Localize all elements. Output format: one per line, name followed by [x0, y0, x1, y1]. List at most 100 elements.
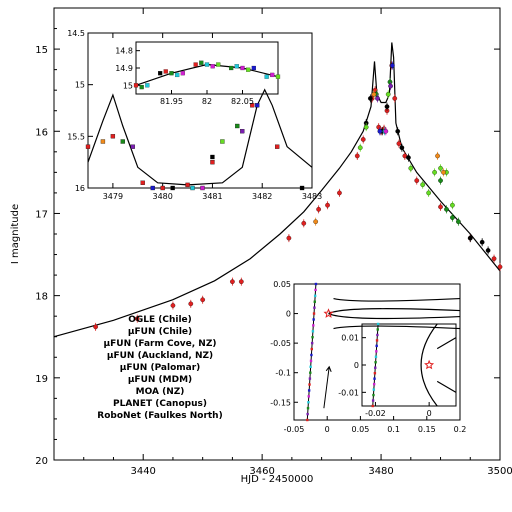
data-point: [200, 297, 206, 303]
lens-star: [323, 308, 334, 318]
data-point: [450, 215, 455, 220]
trajectory-point: [313, 306, 316, 309]
peak-y-tick-label: 15: [123, 81, 133, 90]
data-point: [375, 96, 380, 101]
inset-zoom-panel: 3479 3480 3481 3482 3483 14.5 15 15.5 16: [67, 29, 322, 201]
inset-point: [299, 185, 305, 191]
peak-point: [175, 72, 180, 78]
data-point: [414, 178, 420, 183]
trajectory-point: [308, 383, 311, 386]
legend-entry: μFUN (Palomar): [120, 363, 201, 373]
peak-x-tick-label: 81.95: [160, 97, 183, 106]
caustic-x-tick-label: -0.05: [284, 425, 305, 434]
legend-entry: PLANET (Canopus): [113, 399, 207, 409]
inset-point: [110, 134, 116, 139]
caustic-x-tick-label: 0.15: [418, 425, 436, 434]
peak-point: [216, 62, 221, 67]
data-point: [406, 155, 411, 160]
data-point: [316, 206, 321, 212]
caustic-zoom-y-tick-label: 0: [354, 361, 359, 370]
peak-point: [251, 65, 256, 71]
zoom-trajectory-point: [374, 355, 378, 358]
data-point: [438, 165, 443, 171]
caustic-outer-lower: [333, 325, 461, 330]
caustic-y-tick-label: -0.05: [270, 339, 291, 348]
trajectory-point: [309, 365, 312, 368]
zoom-trajectory-point: [372, 393, 375, 397]
peak-model-curve: [135, 63, 279, 86]
legend-entry: RoboNet (Faulkes North): [97, 411, 222, 421]
inset-point: [210, 154, 215, 160]
data-point: [450, 202, 455, 208]
caustic-zoom-x-tick-label: 0: [427, 409, 432, 418]
data-point: [230, 279, 235, 285]
inset-y-tick-label: 15: [75, 81, 85, 90]
inset-point: [85, 144, 91, 149]
inset-point: [275, 144, 280, 149]
trajectory-point: [307, 389, 311, 392]
caustic-x-tick-label: 0.2: [454, 425, 467, 434]
data-point: [313, 219, 319, 225]
y-tick-label: 15: [35, 45, 48, 56]
trajectory-point: [310, 341, 314, 345]
data-point: [438, 204, 443, 210]
peak-point: [133, 83, 139, 88]
inset-point: [170, 185, 175, 191]
data-point: [301, 220, 307, 226]
trajectory-point: [310, 347, 313, 351]
data-point: [384, 104, 390, 109]
data-point: [396, 141, 402, 146]
data-point: [363, 124, 369, 130]
trajectory-point: [312, 324, 315, 327]
inset-point: [250, 103, 255, 108]
zoom-trajectory-point: [376, 328, 379, 331]
y-tick-label: 16: [35, 127, 48, 138]
peak-x-tick-label: 82.05: [231, 97, 254, 106]
peak-point: [270, 72, 275, 78]
inset-model-curve: [87, 88, 313, 186]
inset-point: [240, 129, 245, 134]
legend-entry: μFUN (Farm Cove, NZ): [104, 339, 217, 349]
data-point: [444, 206, 449, 212]
zoom-trajectory-point: [372, 382, 376, 386]
data-point: [286, 235, 292, 241]
data-point: [371, 91, 377, 97]
legend-entry: μFUN (MDM): [128, 375, 192, 385]
zoom-trajectory-point: [375, 339, 379, 342]
caustic-outer-upper: [333, 297, 461, 302]
zoom-trajectory-point: [376, 333, 379, 337]
data-point: [426, 190, 431, 196]
caustic-zoom-y-tick-label: 0.01: [341, 334, 359, 343]
peak-point: [275, 74, 281, 79]
inset-point: [235, 123, 240, 129]
inset-point: [190, 185, 195, 191]
x-tick-label: 3440: [130, 466, 155, 477]
peak-point: [163, 69, 168, 74]
inset-x-tick-label: 3483: [302, 192, 322, 201]
inset-point: [100, 139, 106, 144]
zoom-trajectory-point: [374, 366, 377, 369]
y-axis-label: I magnitude: [10, 204, 21, 264]
zoom-lens-star: [424, 359, 435, 370]
legend-entry: μFUN (Chile): [128, 327, 192, 337]
legend-entry: OGLE (Chile): [128, 315, 192, 325]
data-point: [491, 256, 497, 262]
inset-point: [185, 182, 190, 188]
y-tick-label: 19: [35, 374, 48, 385]
caustic-upper: [328, 308, 461, 315]
caustic-y-tick-label: 0: [286, 310, 291, 319]
inset-point: [200, 185, 205, 191]
peak-point: [229, 65, 234, 71]
caustic-y-tick-label: 0.05: [273, 280, 291, 289]
inset-x-tick-label: 3480: [152, 192, 172, 201]
zoom-trajectory-point: [374, 361, 377, 364]
trajectory-point: [306, 406, 310, 410]
x-tick-label: 3460: [249, 466, 274, 477]
inset-point: [120, 139, 125, 144]
data-point: [390, 63, 395, 68]
data-point: [395, 128, 401, 134]
peak-point: [139, 84, 144, 90]
peak-point: [180, 71, 185, 76]
caustic-frame: [293, 283, 461, 421]
